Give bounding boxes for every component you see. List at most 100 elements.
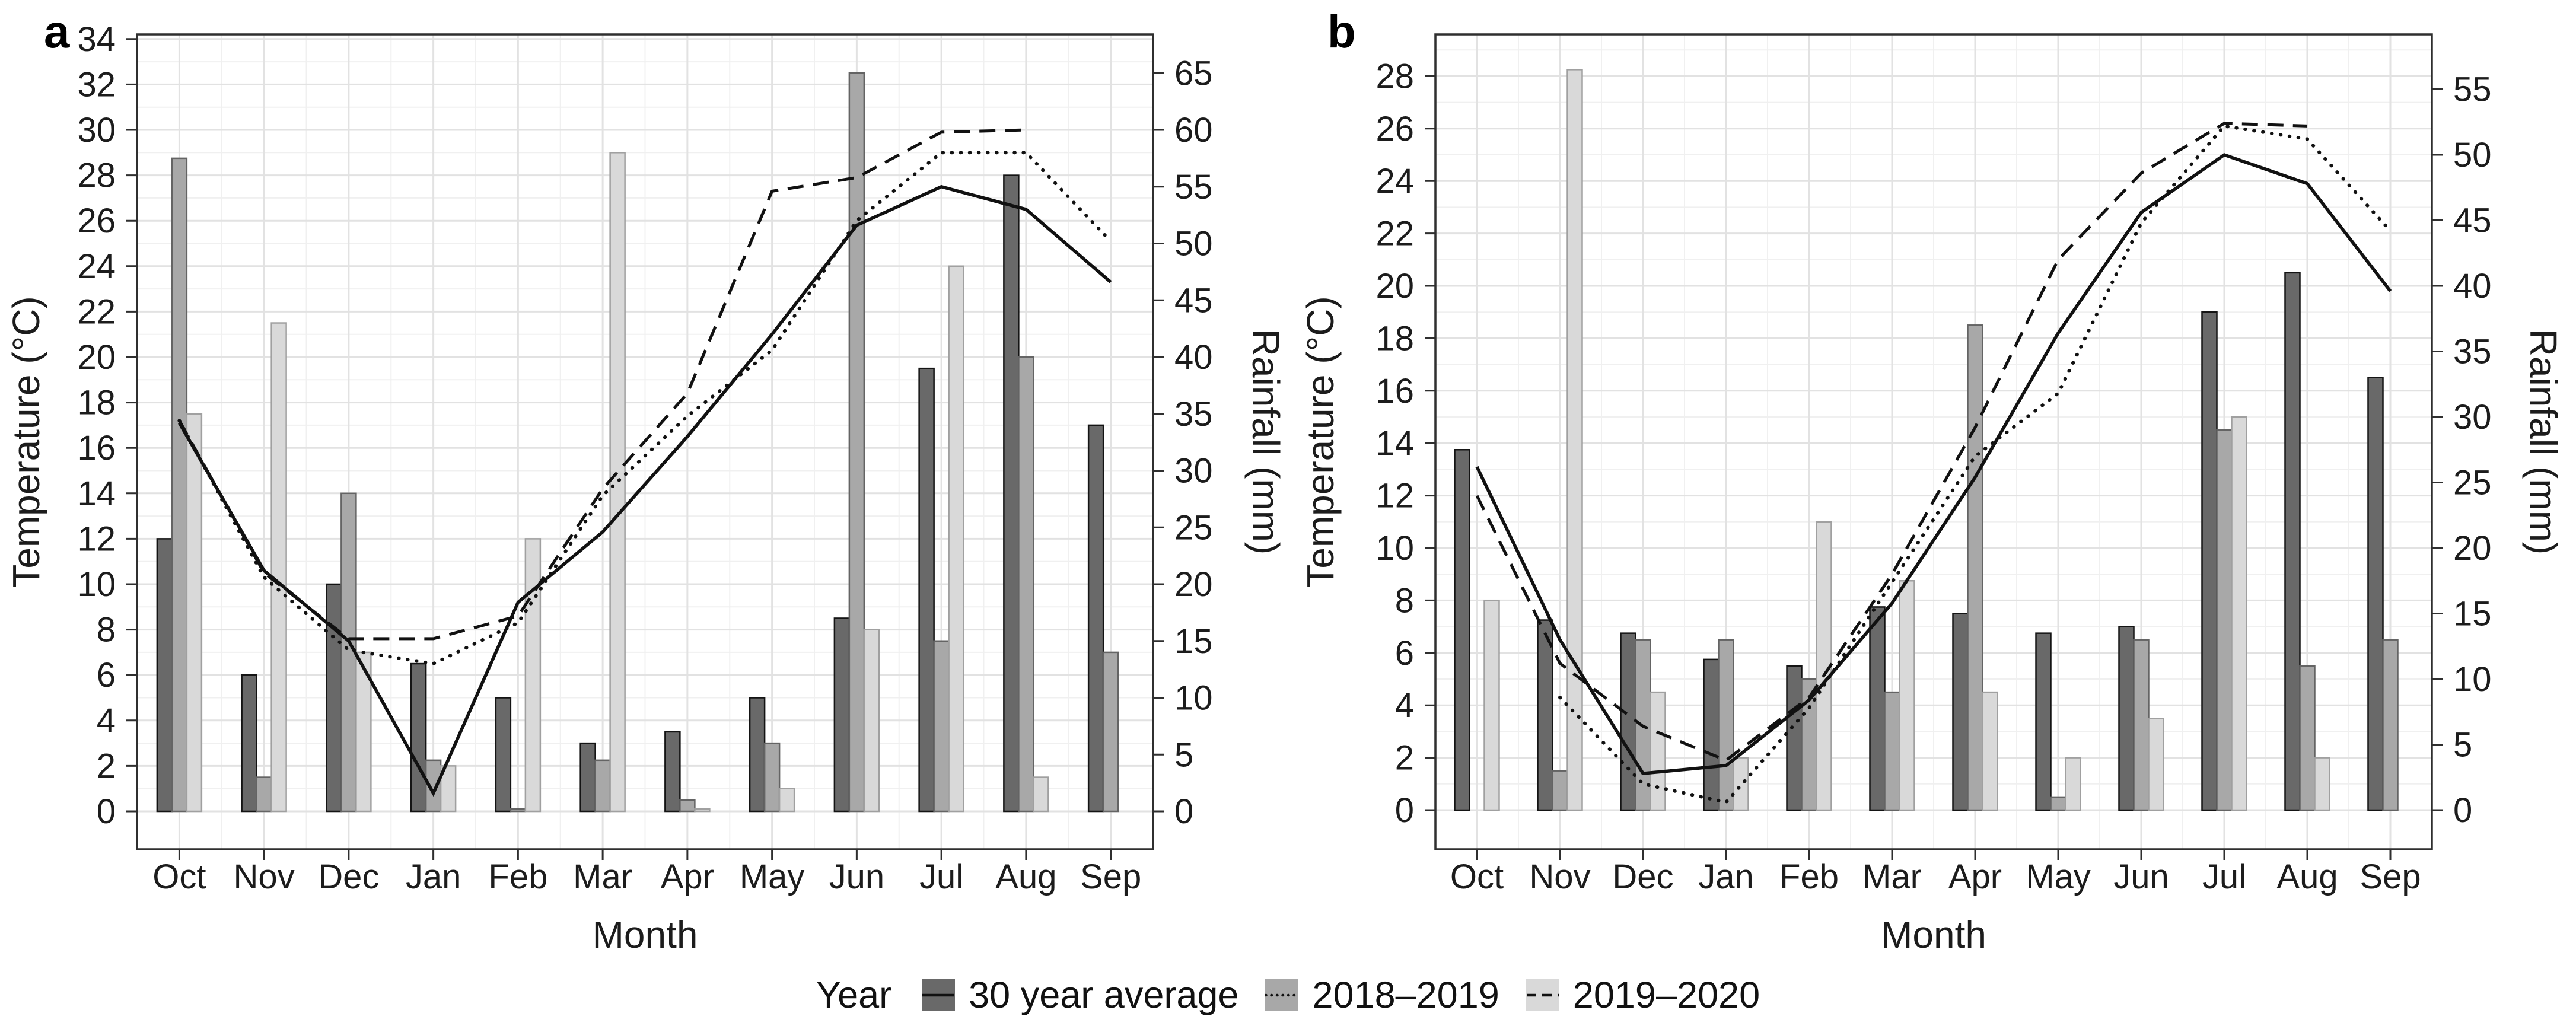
- rain-bar-jul: [918, 367, 935, 813]
- temp-tick-label: 18: [77, 384, 116, 422]
- rain-tick-label: 45: [2453, 202, 2492, 240]
- rain-bar-sep: [1087, 424, 1104, 813]
- rain-bar-jul: [933, 640, 950, 813]
- temp-tick-label: 0: [97, 792, 116, 831]
- temp-tick-label: 28: [1375, 57, 1414, 95]
- rain-bar-jan: [1718, 639, 1734, 811]
- rain-bar-jun: [863, 629, 880, 813]
- temp-tick-label: 28: [77, 157, 116, 195]
- temp-tick-label: 2: [1395, 739, 1414, 778]
- month-tick-label: Nov: [234, 858, 295, 896]
- rain-bar-nov: [270, 322, 287, 813]
- rain-bar-aug: [2314, 757, 2330, 811]
- month-tick-label: Jan: [1698, 858, 1754, 896]
- rain-bar-jul: [948, 265, 964, 813]
- legend-label: 2018–2019: [1312, 974, 1499, 1016]
- x-axis-title: Month: [1881, 913, 1986, 956]
- rain-bar-may: [778, 788, 795, 813]
- rain-tick-label: 35: [1174, 395, 1213, 434]
- rain-tick-label: 40: [1174, 338, 1213, 377]
- temp-tick-label: 18: [1375, 319, 1414, 358]
- rain-tick-label: 0: [1174, 792, 1193, 831]
- temp-line-solid: [1475, 152, 2392, 776]
- rain-bar-may: [2050, 796, 2066, 811]
- month-tick-label: Jan: [406, 858, 461, 896]
- rain-tick-label: 25: [2453, 464, 2492, 502]
- rain-bar-feb: [510, 808, 527, 813]
- rain-bar-aug: [1033, 776, 1049, 813]
- temp-tick-label: 4: [1395, 686, 1414, 725]
- month-tick-label: Mar: [573, 858, 632, 896]
- rain-bar-nov: [241, 674, 257, 813]
- right-axis-title: Rainfall (mm): [1244, 329, 1287, 555]
- month-tick-label: Aug: [2276, 858, 2338, 896]
- rain-bars-1: [171, 72, 1119, 813]
- legend-swatch-dashed-icon: [1526, 979, 1559, 1011]
- right-axis-title: Rainfall (mm): [2522, 329, 2565, 555]
- rain-tick-label: 45: [1174, 281, 1213, 320]
- rain-bar-jun: [2118, 626, 2135, 811]
- month-tick-label: Feb: [1779, 858, 1839, 896]
- panel-a: 0246810121416182022242628303234051015202…: [5, 20, 1287, 956]
- rain-bar-jul: [2231, 416, 2247, 811]
- temp-tick-label: 22: [77, 292, 116, 331]
- gridlines: [1435, 34, 2432, 849]
- month-tick-label: Aug: [995, 858, 1056, 896]
- month-tick-label: Jun: [829, 858, 885, 896]
- temp-tick-label: 20: [1375, 267, 1414, 305]
- legend-label: 30 year average: [969, 974, 1239, 1016]
- rain-bar-oct: [1454, 449, 1470, 811]
- rain-bar-oct: [156, 538, 173, 813]
- legend-swatch-dotted-icon: [1265, 979, 1300, 1011]
- rain-bar-aug: [2284, 272, 2301, 811]
- temp-line-dashed: [1475, 122, 2308, 762]
- rain-tick-label: 55: [1174, 168, 1213, 206]
- rain-bar-jan: [1733, 757, 1749, 811]
- rain-bar-apr: [679, 799, 696, 813]
- temp-tick-label: 20: [77, 338, 116, 377]
- rain-bar-mar: [1884, 691, 1900, 811]
- legend-label: 2019–2020: [1572, 974, 1760, 1016]
- temp-tick-label: 6: [1395, 634, 1414, 673]
- left-axis-title: Temperature (°C): [5, 296, 47, 588]
- rain-tick-label: 20: [2453, 529, 2492, 568]
- rain-bar-sep: [2367, 377, 2384, 811]
- rain-bar-jun: [2148, 718, 2164, 811]
- rain-bar-aug: [1003, 174, 1020, 813]
- month-tick-label: Dec: [318, 858, 379, 896]
- month-tick-label: Jul: [2202, 858, 2246, 896]
- rain-bar-sep: [1102, 651, 1119, 813]
- rain-bar-aug: [1018, 356, 1034, 813]
- rain-bar-may: [763, 742, 781, 813]
- temp-tick-label: 26: [1375, 110, 1414, 148]
- rain-bar-dec: [326, 583, 342, 813]
- rain-tick-label: 15: [2453, 595, 2492, 633]
- panel-border: [136, 33, 1154, 850]
- rain-tick-label: 20: [1174, 565, 1213, 604]
- month-tick-label: Oct: [1450, 858, 1504, 896]
- month-tick-label: Apr: [661, 858, 714, 896]
- temp-tick-label: 32: [77, 65, 116, 104]
- panel-b: 0246810121416182022242628051015202530354…: [1299, 33, 2565, 956]
- rain-bar-apr: [694, 808, 711, 813]
- rain-bar-sep: [2382, 639, 2399, 811]
- temp-tick-label: 14: [77, 474, 116, 513]
- rain-tick-label: 25: [1174, 508, 1213, 547]
- temp-tick-label: 8: [1395, 581, 1414, 620]
- temp-tick-label: 6: [97, 656, 116, 695]
- rain-tick-label: 5: [1174, 735, 1193, 774]
- month-tick-label: May: [2026, 858, 2091, 896]
- month-tick-label: Dec: [1612, 858, 1673, 896]
- legend: Year 30 year average 2018–2019 2019–2020: [0, 974, 2576, 1017]
- rain-tick-label: 65: [1174, 54, 1213, 93]
- rain-bar-mar: [1899, 580, 1915, 811]
- rain-tick-label: 30: [2453, 398, 2492, 437]
- month-tick-label: Sep: [2360, 858, 2421, 896]
- rain-bar-oct: [1483, 600, 1500, 811]
- left-axis-title: Temperature (°C): [1299, 296, 1342, 588]
- rain-bar-feb: [495, 697, 512, 813]
- rain-bar-may: [2035, 632, 2052, 811]
- rain-bars-0: [1454, 272, 2384, 811]
